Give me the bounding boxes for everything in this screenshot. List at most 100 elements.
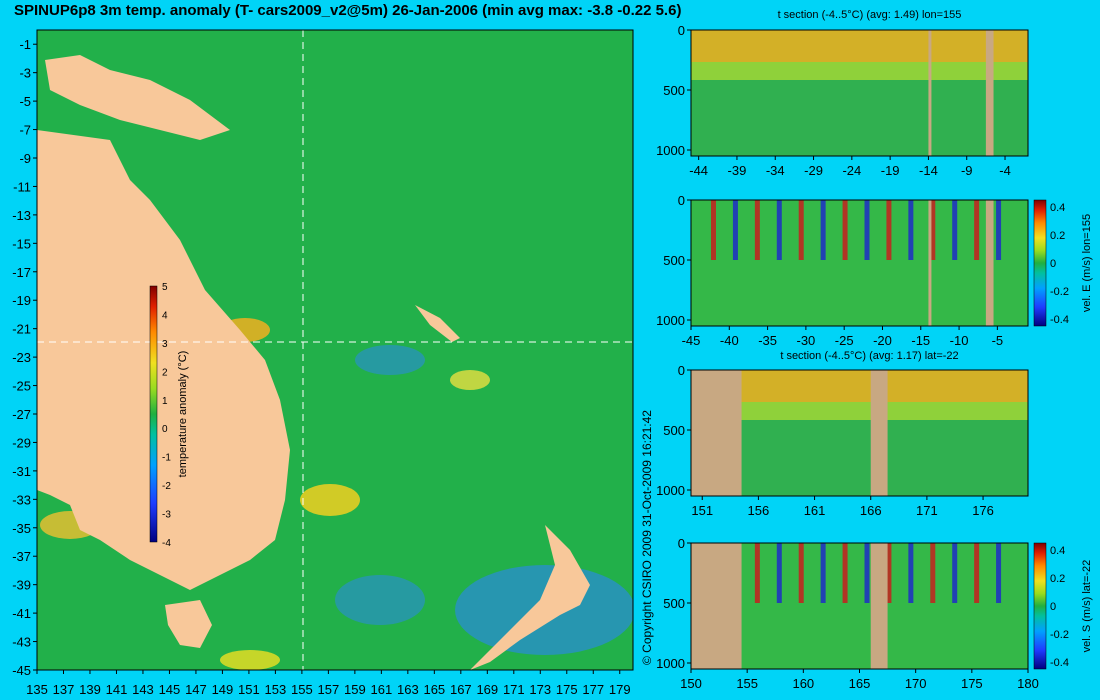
- section-panels: t section (-4..5°C) (avg: 1.49) lon=155 -…: [656, 9, 1093, 691]
- velocity-colorbar-label: vel. S (m/s) lat=-22: [1081, 560, 1093, 653]
- map-y-tick-label: -3: [19, 66, 31, 81]
- velocity-jet: [776, 200, 782, 260]
- velocity-colorbar: [1033, 199, 1047, 327]
- velocity-jet: [732, 200, 738, 260]
- velocity-colorbar-label: vel. E (m/s) lon=155: [1081, 214, 1093, 312]
- velocity-colorbar-tick-label: 0: [1050, 258, 1056, 270]
- temp-colorbar-tick-label: 1: [162, 396, 168, 407]
- section-x-tick-label: -45: [682, 333, 701, 348]
- velocity-jet: [842, 543, 848, 603]
- map-x-tick-label: 135: [26, 682, 48, 697]
- velocity-jet: [886, 543, 892, 603]
- velocity-colorbar-tick-label: 0: [1050, 601, 1056, 613]
- velocity-jet: [974, 543, 980, 603]
- section-frame: [690, 369, 1029, 497]
- map-x-tick-label: 149: [212, 682, 234, 697]
- map-x-tick-label: 157: [318, 682, 340, 697]
- map-y-tick-label: -25: [12, 379, 31, 394]
- section-y-tick-label: 500: [663, 253, 685, 268]
- section-panel-4: 150 155 160 165 170 175 180 0 500 1000 0.4 0.2 0 -0.2…: [656, 536, 1093, 691]
- section-panel-3: t section (-4..5°C) (avg: 1.17) lat=-22 1…: [656, 350, 1029, 518]
- velocity-jet: [974, 200, 980, 260]
- section-y-tick-label: 1000: [656, 656, 685, 671]
- temp-colorbar: 5 4 3 2 1 0 -1 -2 -3 -4 temperature anomaly (°C): [149, 282, 189, 549]
- section-x-tick-label: -4: [999, 163, 1011, 178]
- copyright-text: © Copyright CSIRO 2009 31-Oct-2009 16:21…: [640, 410, 654, 665]
- section-field: [691, 543, 1028, 669]
- section-y-tick-label: 0: [678, 23, 685, 38]
- section-x-tick-label: 151: [691, 503, 713, 518]
- section-land: [870, 543, 888, 669]
- map-y-tick-label: -31: [12, 464, 31, 479]
- velocity-jet: [952, 200, 958, 260]
- velocity-jet: [996, 543, 1002, 603]
- velocity-jet: [864, 543, 870, 603]
- velocity-jet: [864, 200, 870, 260]
- map-panel: 135 137 139 141 143 145 147 149 151 153 155 157 159 1…: [12, 29, 634, 697]
- map-x-tick-label: 159: [344, 682, 366, 697]
- velocity-colorbar-tick-label: 0.2: [1050, 230, 1065, 242]
- temp-colorbar-tick-label: 3: [162, 339, 168, 350]
- velocity-colorbar-tick-label: 0.4: [1050, 202, 1065, 214]
- map-x-tick-label: 163: [397, 682, 419, 697]
- section-land: [985, 30, 994, 156]
- map-y-tick-label: -37: [12, 549, 31, 564]
- temp-colorbar-tick-label: 0: [162, 424, 168, 435]
- section-frame: [690, 29, 1029, 157]
- map-y-tick-label: -17: [12, 265, 31, 280]
- section-y-tick-label: 0: [678, 536, 685, 551]
- section-panel-2: -45 -40 -35 -30 -25 -20 -15 -10 -5 0 500 1000 0.4 0.2…: [656, 193, 1093, 348]
- temp-colorbar-tick-label: -3: [162, 510, 171, 521]
- section-x-tick-label: 175: [961, 676, 983, 691]
- section-field: [691, 200, 1028, 326]
- section-x-tick-label: -19: [881, 163, 900, 178]
- section-x-tick-label: 176: [972, 503, 994, 518]
- section-x-tick-label: 170: [905, 676, 927, 691]
- map-y-tick-label: -5: [19, 94, 31, 109]
- section-land: [691, 370, 742, 496]
- map-x-tick-label: 143: [132, 682, 154, 697]
- section-x-tick-label: 155: [736, 676, 758, 691]
- map-x-tick-label: 171: [503, 682, 525, 697]
- section-x-tick-label: 165: [849, 676, 871, 691]
- map-x-tick-label: 177: [582, 682, 604, 697]
- map-x-ticks: 135 137 139 141 143 145 147 149 151 153 155 157 159 1…: [26, 670, 631, 697]
- section-frame: [690, 199, 1029, 327]
- section-x-tick-label: -15: [911, 333, 930, 348]
- velocity-jet: [908, 543, 914, 603]
- map-x-tick-label: 161: [371, 682, 393, 697]
- map-x-tick-label: 147: [185, 682, 207, 697]
- section-x-tick-label: 166: [860, 503, 882, 518]
- section-x-tick-label: -30: [796, 333, 815, 348]
- map-y-tick-label: -33: [12, 492, 31, 507]
- map-y-tick-label: -41: [12, 606, 31, 621]
- section-x-tick-label: 161: [804, 503, 826, 518]
- section-x-tick-label: -20: [873, 333, 892, 348]
- temp-colorbar-tick-label: -4: [162, 538, 171, 549]
- section-x-tick-label: -5: [992, 333, 1004, 348]
- map-y-tick-label: -11: [13, 179, 31, 194]
- section-transition-layer: [691, 62, 1028, 80]
- section-y-tick-label: 500: [663, 423, 685, 438]
- velocity-jet: [776, 543, 782, 603]
- land-new-guinea: [45, 55, 230, 140]
- map-x-tick-label: 151: [238, 682, 260, 697]
- velocity-colorbar-tick-label: -0.2: [1050, 286, 1069, 298]
- land-australia: [37, 130, 290, 590]
- section-x-tick-label: -35: [758, 333, 777, 348]
- velocity-colorbar: [1033, 542, 1047, 670]
- section-x-tick-label: -44: [689, 163, 708, 178]
- section-x-tick-label: -40: [720, 333, 739, 348]
- map-x-tick-label: 175: [556, 682, 578, 697]
- section-transition-layer: [691, 402, 1028, 420]
- section-land: [928, 30, 932, 156]
- map-x-tick-label: 173: [529, 682, 551, 697]
- section-y-tick-label: 0: [678, 193, 685, 208]
- section-warm-layer: [691, 30, 1028, 62]
- section-warm-layer: [691, 370, 1028, 402]
- section-y-tick-label: 1000: [656, 143, 685, 158]
- temp-colorbar-tick-label: -1: [162, 453, 171, 464]
- velocity-jet: [930, 200, 936, 260]
- temp-colorbar-tick-label: 4: [162, 310, 168, 321]
